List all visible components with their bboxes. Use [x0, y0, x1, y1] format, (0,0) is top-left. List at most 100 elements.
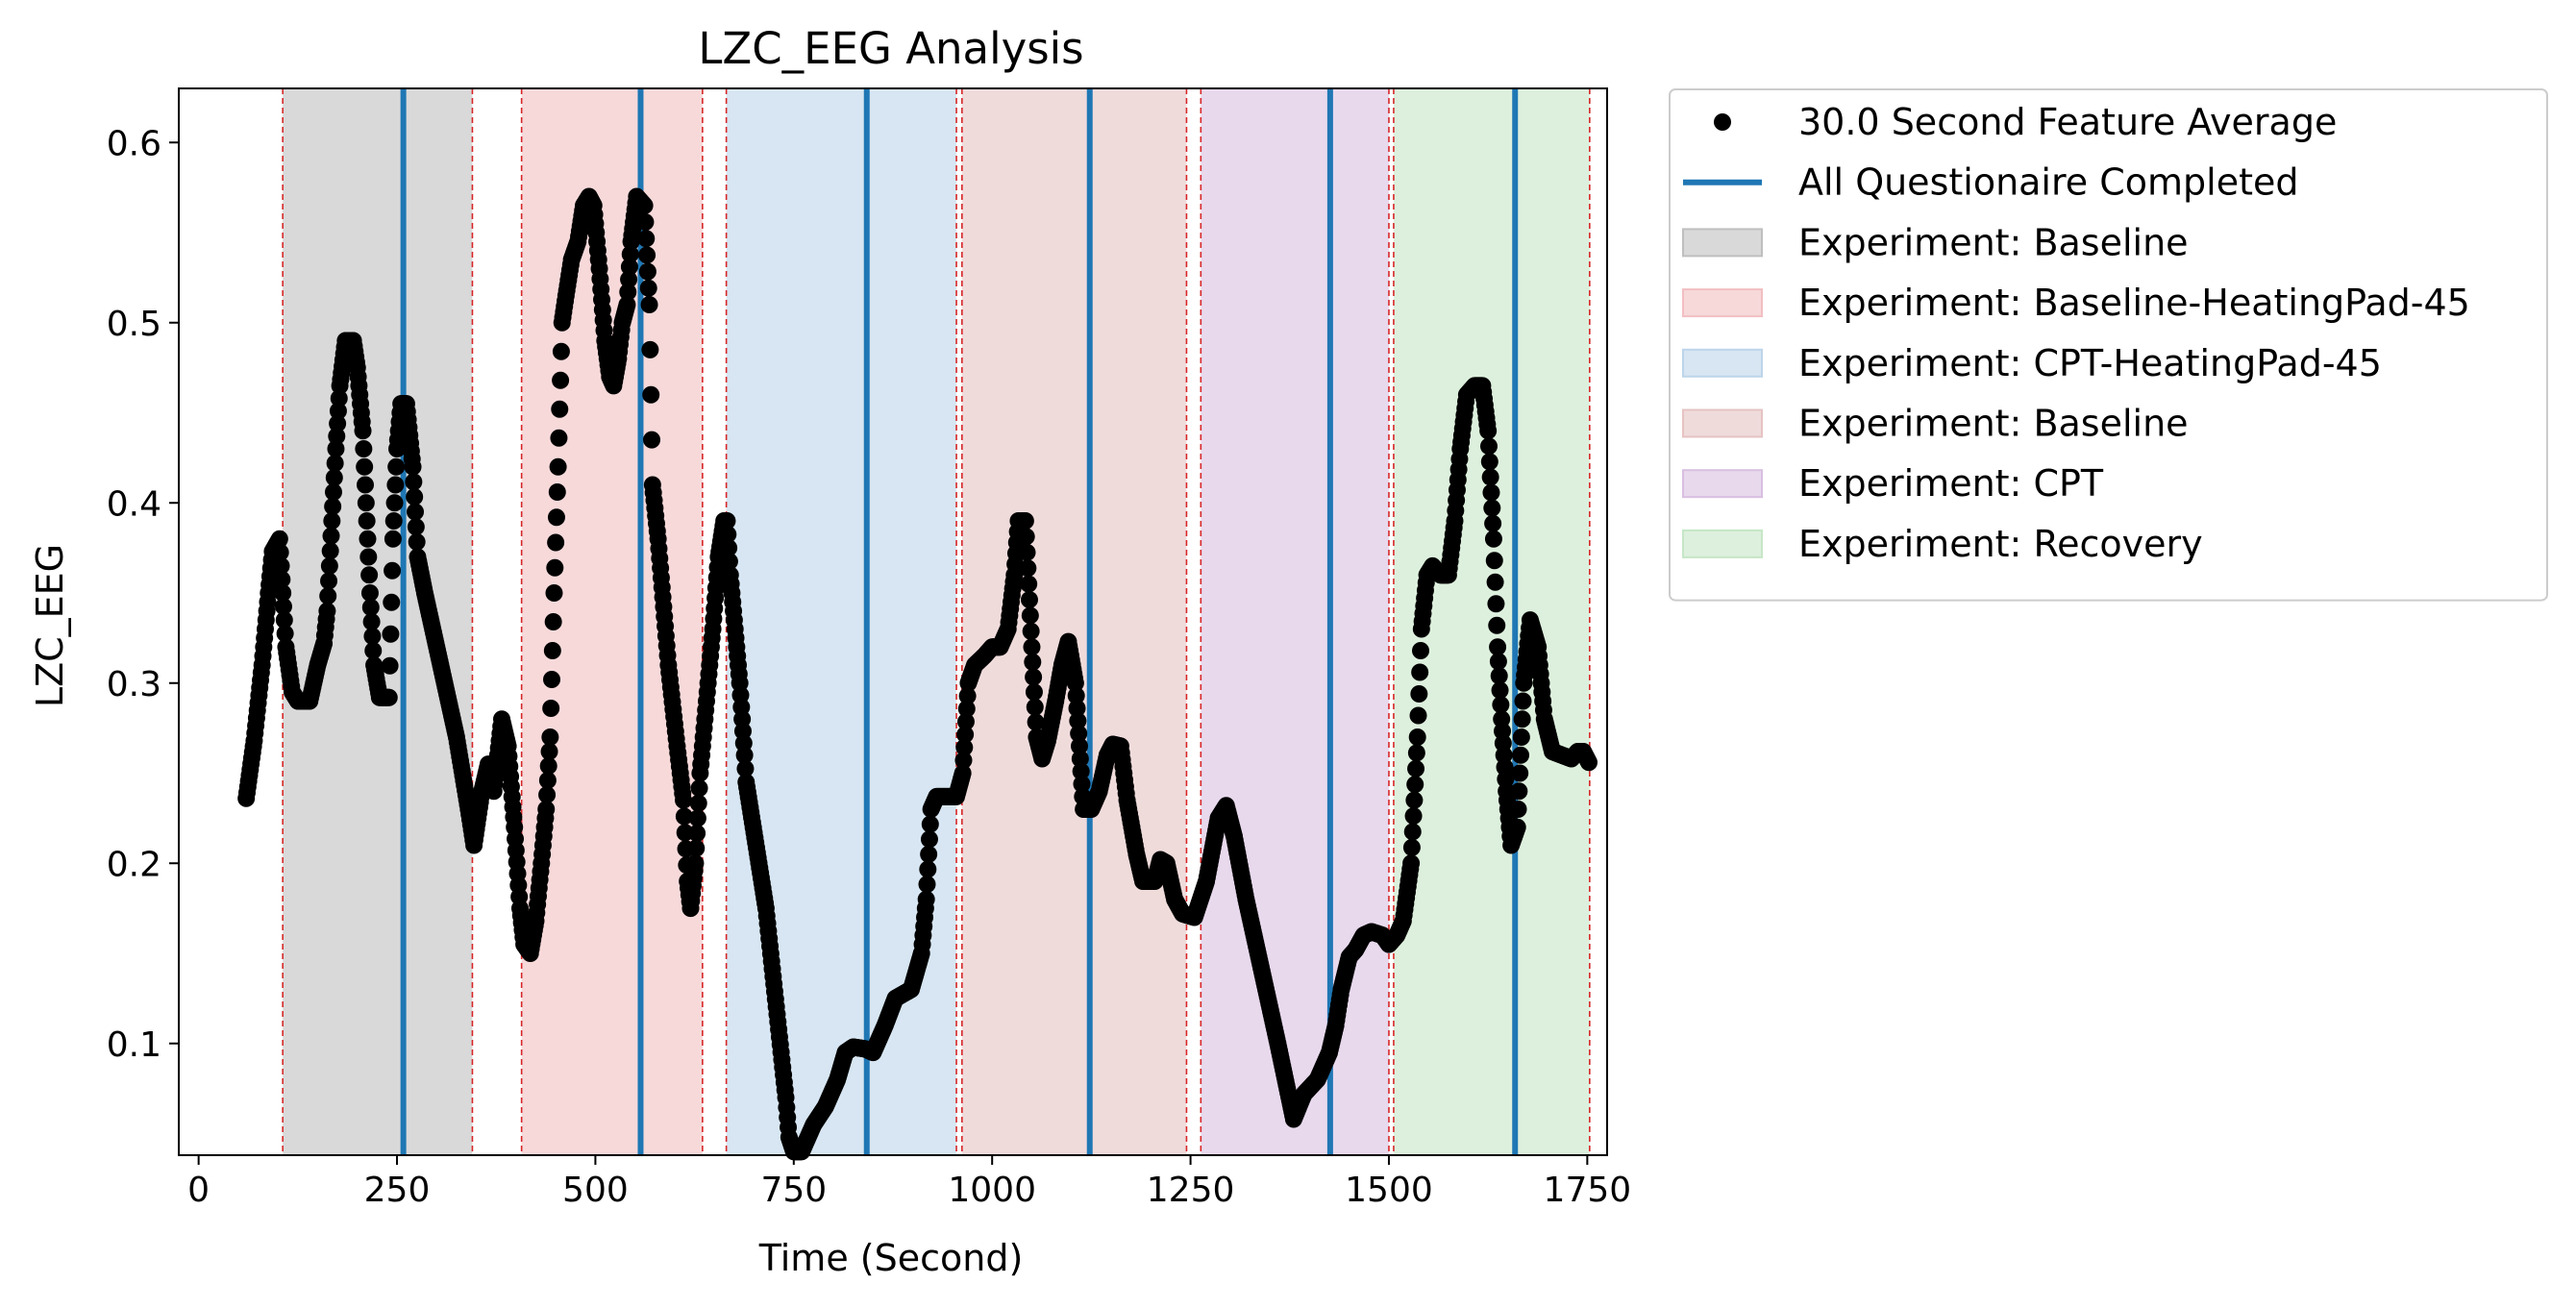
- data-point: [1481, 468, 1499, 486]
- data-point: [1510, 782, 1528, 801]
- data-point: [735, 746, 754, 764]
- legend: 30.0 Second Feature Average All Questiona…: [1669, 88, 2548, 602]
- data-point: [276, 625, 294, 643]
- data-point: [1025, 683, 1043, 702]
- data-point: [322, 527, 340, 545]
- data-point: [324, 498, 342, 515]
- data-point: [1069, 712, 1087, 730]
- legend-marker-dot: [1714, 113, 1731, 131]
- data-point: [1410, 685, 1428, 703]
- data-point: [1411, 642, 1429, 659]
- data-point: [1482, 483, 1500, 502]
- data-point: [675, 807, 693, 826]
- data-point: [639, 279, 657, 297]
- data-point: [1026, 698, 1044, 716]
- data-point: [324, 483, 342, 501]
- data-point: [690, 779, 708, 798]
- data-point: [270, 530, 288, 548]
- data-point: [736, 759, 755, 777]
- data-point: [550, 429, 568, 447]
- legend-label: Experiment: Baseline: [1798, 403, 2189, 445]
- x-tick-label: 1750: [1544, 1171, 1632, 1210]
- data-point: [921, 815, 939, 833]
- x-tick-label: 250: [364, 1171, 431, 1210]
- data-point: [918, 876, 936, 894]
- data-point: [920, 845, 938, 863]
- data-point: [548, 483, 566, 501]
- data-point: [1066, 674, 1084, 692]
- data-point: [384, 530, 402, 548]
- data-point: [1022, 622, 1040, 640]
- span-5: [1201, 88, 1389, 1155]
- data-point: [955, 738, 974, 756]
- data-point: [642, 385, 660, 404]
- data-point: [321, 542, 339, 560]
- data-point: [917, 890, 935, 908]
- legend-label: 30.0 Second Feature Average: [1798, 101, 2337, 143]
- data-point: [360, 566, 379, 584]
- data-point: [618, 296, 636, 313]
- data-point: [359, 530, 377, 548]
- data-point: [689, 794, 707, 812]
- data-point: [540, 743, 558, 760]
- data-point: [718, 512, 736, 530]
- data-point: [358, 512, 376, 530]
- legend-label: Experiment: CPT: [1798, 462, 2104, 505]
- data-point: [1487, 595, 1505, 613]
- legend-patch-swatch: [1682, 228, 1763, 258]
- span-4: [961, 88, 1187, 1155]
- data-point: [1402, 854, 1421, 873]
- data-point: [1023, 638, 1041, 656]
- data-point: [385, 494, 404, 512]
- data-point: [1404, 807, 1423, 826]
- data-point: [552, 342, 570, 360]
- data-point: [1024, 653, 1042, 671]
- data-point: [357, 476, 375, 494]
- data-point: [539, 757, 557, 775]
- data-point: [1072, 762, 1090, 780]
- data-point: [621, 245, 639, 263]
- data-point: [357, 494, 375, 512]
- data-point: [957, 700, 976, 718]
- data-point: [543, 642, 561, 659]
- data-point: [620, 270, 638, 288]
- data-point: [1403, 823, 1422, 841]
- data-point: [1490, 667, 1508, 685]
- x-tick-label: 1500: [1345, 1171, 1433, 1210]
- data-point: [1483, 499, 1501, 517]
- y-tick-label: 0.6: [107, 124, 161, 163]
- data-point: [1018, 543, 1036, 561]
- data-point: [328, 427, 346, 445]
- y-tick-label: 0.2: [107, 845, 161, 884]
- data-point: [1408, 728, 1426, 746]
- data-point: [325, 469, 343, 486]
- data-point: [387, 457, 406, 476]
- legend-label: Experiment: Recovery: [1798, 523, 2203, 565]
- data-point: [954, 752, 973, 770]
- data-point: [1402, 838, 1421, 856]
- data-point: [720, 539, 738, 557]
- data-point: [547, 533, 565, 552]
- data-point: [1508, 818, 1526, 836]
- data-point: [273, 570, 291, 588]
- data-point: [1071, 750, 1089, 768]
- data-point: [1020, 575, 1038, 593]
- axes-frame: [178, 87, 1608, 1156]
- x-tick-label: 750: [760, 1171, 827, 1210]
- data-point: [1513, 710, 1531, 728]
- x-tick-label: 1250: [1147, 1171, 1235, 1210]
- data-point: [551, 400, 569, 418]
- data-point: [359, 548, 378, 566]
- data-point: [641, 340, 659, 358]
- scatter-points: [237, 187, 1598, 1161]
- data-point: [356, 457, 374, 476]
- span-3: [726, 88, 957, 1155]
- data-point: [1488, 616, 1506, 634]
- data-point: [954, 764, 972, 782]
- data-point: [327, 440, 345, 457]
- data-point: [360, 584, 379, 602]
- data-point: [1027, 713, 1045, 731]
- data-point: [326, 455, 344, 472]
- legend-patch-swatch: [1682, 529, 1763, 558]
- data-point: [619, 283, 637, 301]
